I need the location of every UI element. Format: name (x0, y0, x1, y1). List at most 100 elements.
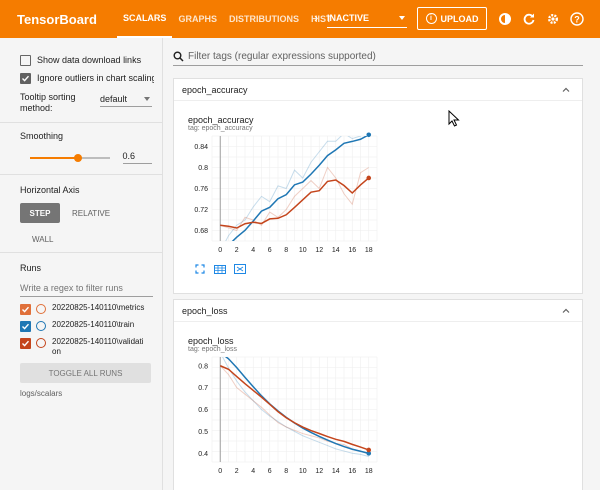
run-label: 20220825-140110\validation (52, 337, 144, 356)
smoothing-value-input[interactable]: 0.6 (122, 151, 152, 164)
tag-card-epoch-accuracy: epoch_accuracy epoch_accuracy tag: epoch… (173, 78, 583, 294)
run-label: 20220825-140110\train (52, 320, 135, 329)
chevron-up-icon[interactable] (562, 86, 570, 94)
run-color-icon[interactable] (36, 304, 46, 314)
check-icon (22, 323, 30, 330)
run-color-icon[interactable] (36, 338, 46, 348)
smoothing-section: Smoothing 0.6 (0, 123, 162, 175)
axis-relative-button[interactable]: RELATIVE (72, 208, 111, 218)
y-tick-label: 0.4 (198, 451, 208, 458)
slider-fill (30, 156, 78, 159)
plugin-tabs: SCALARS GRAPHS DISTRIBUTIONS HIST (116, 0, 333, 38)
horizontal-axis-section: Horizontal Axis STEP RELATIVE WALL (0, 175, 162, 253)
tag-card-epoch-loss: epoch_loss epoch_loss tag: epoch_loss 0 2… (173, 299, 583, 490)
toggle-all-runs-button[interactable]: TOGGLE ALL RUNS (20, 363, 151, 383)
y-tick-label: 0.72 (194, 207, 208, 214)
tag-filter-input[interactable]: Filter tags (regular expressions support… (173, 48, 583, 66)
tooltip-sorting-label: Tooltip sorting method: (20, 92, 76, 113)
upload-button[interactable]: i UPLOAD (417, 7, 487, 30)
series-line (219, 365, 369, 451)
run-item[interactable]: 20220825-140110\metrics (20, 303, 152, 315)
loss-chart[interactable]: 0 2 4 6 8 10 12 14 16 18 0.4 0.5 0.6 0.7 0.8 (182, 353, 387, 478)
log-scale-icon[interactable] (214, 264, 226, 274)
x-tick-label: 10 (299, 247, 307, 254)
check-icon (22, 306, 30, 313)
raw-series-line (222, 357, 369, 458)
more-tabs-chevron-icon[interactable]: › (314, 10, 319, 25)
chart-tag: tag: epoch_accuracy (188, 125, 253, 132)
caret-down-icon (399, 15, 405, 20)
chart-title: epoch_accuracy (188, 115, 254, 125)
tag-filter-placeholder: Filter tags (regular expressions support… (188, 51, 376, 62)
scalar-chart-card: epoch_loss tag: epoch_loss 0 2 4 6 8 10 12 14 16… (182, 336, 382, 483)
x-tick-label: 14 (332, 247, 340, 254)
ignore-outliers-checkbox[interactable] (20, 72, 31, 84)
tag-card-header[interactable]: epoch_loss (174, 300, 582, 322)
raw-series-line (225, 136, 362, 241)
x-tick-label: 12 (315, 468, 323, 475)
x-tick-label: 18 (365, 247, 373, 254)
reload-icon[interactable] (521, 11, 536, 26)
tooltip-sorting-value: default (100, 94, 128, 104)
run-item[interactable]: 20220825-140110\train (20, 320, 152, 332)
log-directory: logs/scalars (20, 389, 63, 398)
fullscreen-icon[interactable] (194, 264, 206, 274)
series-line (220, 177, 370, 229)
y-tick-label: 0.8 (198, 363, 208, 370)
settings-icon[interactable] (545, 11, 560, 26)
run-label: 20220825-140110\metrics (52, 303, 145, 312)
tab-scalars[interactable]: SCALARS (116, 0, 173, 38)
theme-icon[interactable] (497, 11, 512, 26)
x-tick-label: 12 (315, 247, 323, 254)
series-end-point (366, 175, 372, 181)
axis-wall-button[interactable]: WALL (32, 235, 54, 244)
runs-filter-input[interactable]: Write a regex to filter runs (20, 283, 153, 297)
show-download-links-checkbox[interactable] (20, 54, 31, 66)
chart-tag: tag: epoch_loss (188, 346, 238, 353)
run-item[interactable]: 20220825-140110\validation (20, 337, 152, 357)
tooltip-sorting-row: Tooltip sorting method: default (20, 92, 152, 114)
tab-histograms[interactable]: HIST (310, 14, 332, 24)
chevron-up-icon[interactable] (562, 307, 570, 315)
inactive-plugins-select[interactable]: INACTIVE (327, 8, 407, 28)
run-color-icon[interactable] (36, 321, 46, 331)
y-tick-label: 0.84 (194, 144, 208, 151)
x-tick-label: 2 (235, 468, 239, 475)
tab-distributions[interactable]: DISTRIBUTIONS (228, 14, 299, 24)
series-line (231, 136, 369, 241)
chart-title: epoch_loss (188, 336, 234, 346)
axis-step-button[interactable]: STEP (20, 203, 60, 223)
x-tick-label: 8 (284, 468, 288, 475)
tag-card-title: epoch_loss (182, 305, 228, 316)
main-content: Filter tags (regular expressions support… (163, 38, 600, 490)
smoothing-slider[interactable] (30, 152, 110, 164)
help-icon[interactable]: ? (569, 11, 584, 26)
run-checkbox[interactable] (20, 304, 31, 315)
accuracy-chart[interactable]: 0 2 4 6 8 10 12 14 16 18 0.68 0.72 0.76 0.8 0.84 (182, 132, 387, 257)
show-download-links-option[interactable]: Show data download links (20, 52, 152, 68)
horizontal-axis-title: Horizontal Axis (20, 185, 80, 195)
check-icon (22, 340, 30, 347)
search-icon (173, 51, 184, 62)
x-tick-label: 14 (332, 468, 340, 475)
ignore-outliers-option[interactable]: Ignore outliers in chart scaling (20, 70, 154, 86)
brand-title: TensorBoard (17, 11, 97, 27)
x-tick-label: 10 (299, 468, 307, 475)
tag-card-header[interactable]: epoch_accuracy (174, 79, 582, 101)
tab-graphs[interactable]: GRAPHS (178, 14, 217, 24)
tooltip-sorting-select[interactable]: default (100, 94, 152, 107)
series-end-point (366, 451, 372, 456)
smoothing-title: Smoothing (20, 131, 64, 141)
run-checkbox[interactable] (20, 338, 31, 349)
fit-domain-icon[interactable] (234, 264, 246, 274)
y-tick-label: 0.8 (198, 165, 208, 172)
series-end-point (366, 447, 372, 453)
runs-list: 20220825-140110\metrics 20220825-140110\… (20, 303, 152, 357)
run-checkbox[interactable] (20, 321, 31, 332)
upload-label: UPLOAD (440, 13, 479, 24)
slider-thumb[interactable] (74, 153, 82, 162)
x-tick-label: 6 (268, 247, 272, 254)
x-tick-label: 8 (284, 247, 288, 254)
runs-title: Runs (20, 263, 42, 273)
